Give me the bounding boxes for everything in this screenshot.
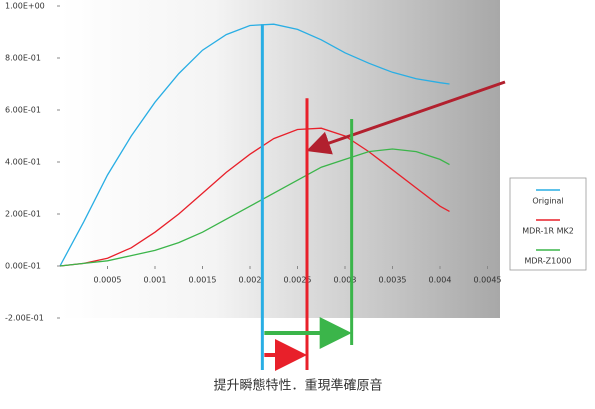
legend-label: MDR-1R MK2 bbox=[522, 227, 574, 236]
legend-label: MDR-Z1000 bbox=[524, 257, 571, 266]
y-tick-label: 4.00E-01 bbox=[5, 158, 41, 167]
plot-background bbox=[60, 0, 500, 318]
y-tick-label: 8.00E-01 bbox=[5, 54, 41, 63]
caption: 提升瞬態特性．重現準確原音 bbox=[213, 378, 382, 394]
y-tick-label: 2.00E-01 bbox=[5, 210, 41, 219]
x-tick-label: 0.0035 bbox=[379, 276, 407, 285]
x-tick-label: 0.001 bbox=[144, 276, 167, 285]
x-tick-label: 0.0005 bbox=[94, 276, 122, 285]
x-tick-label: 0.004 bbox=[429, 276, 452, 285]
y-tick-label: 6.00E-01 bbox=[5, 106, 41, 115]
x-tick-label: 0.003 bbox=[334, 276, 357, 285]
legend bbox=[509, 177, 587, 271]
y-tick-label: 1.00E+00 bbox=[5, 2, 45, 11]
annotation-arrow bbox=[306, 80, 506, 155]
x-tick-label: 0.002 bbox=[239, 276, 262, 285]
x-tick-label: 0.0045 bbox=[474, 276, 502, 285]
y-tick-label: -2.00E-01 bbox=[5, 314, 44, 323]
x-tick-label: 0.0015 bbox=[189, 276, 217, 285]
x-tick-label: 0.0025 bbox=[284, 276, 312, 285]
y-tick-label: 0.00E-01 bbox=[5, 262, 41, 271]
legend-label: Original bbox=[532, 197, 563, 206]
